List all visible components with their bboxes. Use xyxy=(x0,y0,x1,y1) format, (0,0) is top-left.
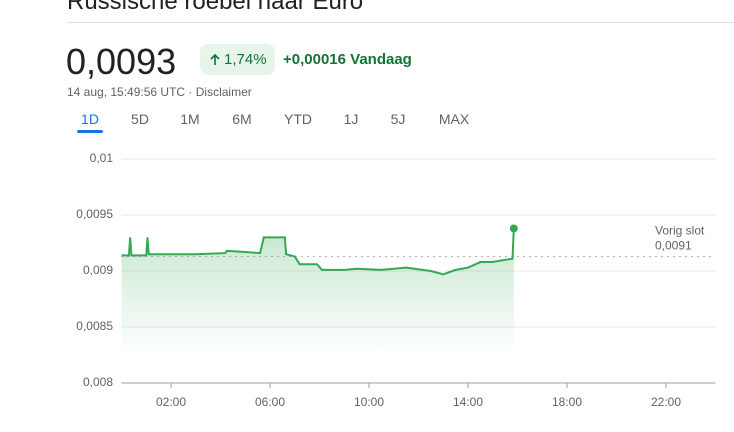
range-tab[interactable]: YTD xyxy=(284,111,312,127)
range-tab[interactable]: 1D xyxy=(77,111,103,133)
change-pct: 1,74% xyxy=(224,51,267,68)
up-arrow xyxy=(210,53,220,65)
range-tab[interactable]: 1M xyxy=(180,111,200,127)
y-tick-label: 0,0095 xyxy=(76,207,113,221)
range-tab[interactable]: 1J xyxy=(343,111,359,127)
x-tick-label: 10:00 xyxy=(354,395,384,409)
range-tab[interactable]: 6M xyxy=(232,111,252,127)
x-tick-label: 18:00 xyxy=(552,395,582,409)
change-abs: +0,00016 Vandaag xyxy=(283,51,412,68)
range-tab[interactable]: 5D xyxy=(131,111,149,127)
y-tick-label: 0,009 xyxy=(83,263,113,277)
x-tick-label: 06:00 xyxy=(255,395,285,409)
y-tick-label: 0,01 xyxy=(90,151,114,165)
price: 0,0093 xyxy=(66,41,177,82)
range-tab[interactable]: 5J xyxy=(390,111,406,127)
x-tick-label: 22:00 xyxy=(651,395,681,409)
y-tick-label: 0,008 xyxy=(83,375,113,389)
prev-close-title: Vorig slot xyxy=(655,224,705,238)
range-tab[interactable]: MAX xyxy=(438,111,470,127)
page-title: Russische roebel naar Euro xyxy=(67,0,364,15)
change-badge: 1,74% xyxy=(200,44,275,75)
price-line xyxy=(121,228,515,276)
x-tick-label: 14:00 xyxy=(453,395,483,409)
prev-close-value: 0,0091 xyxy=(655,239,692,253)
x-tick-label: 02:00 xyxy=(156,395,186,409)
timestamp: 14 aug, 15:49:56 UTC · Disclaimer xyxy=(67,85,252,99)
last-point xyxy=(509,224,518,233)
area-fill xyxy=(121,228,514,355)
y-tick-label: 0,0085 xyxy=(76,319,113,333)
divider xyxy=(67,22,734,23)
